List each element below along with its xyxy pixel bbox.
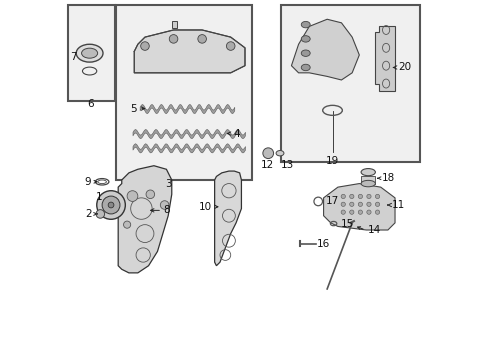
Circle shape	[358, 194, 363, 199]
Circle shape	[123, 221, 131, 228]
Text: 19: 19	[326, 156, 339, 166]
Circle shape	[97, 191, 125, 219]
Text: 12: 12	[261, 160, 274, 170]
FancyBboxPatch shape	[68, 5, 115, 102]
Text: 15: 15	[341, 219, 354, 229]
Circle shape	[350, 194, 354, 199]
Text: 5: 5	[130, 104, 137, 113]
Polygon shape	[323, 184, 395, 230]
Polygon shape	[215, 171, 242, 266]
Text: 3: 3	[165, 179, 172, 189]
Circle shape	[198, 35, 206, 43]
Circle shape	[146, 190, 155, 199]
Ellipse shape	[361, 180, 375, 187]
Circle shape	[169, 35, 178, 43]
Circle shape	[127, 191, 138, 202]
Text: 6: 6	[87, 99, 94, 109]
Text: 16: 16	[317, 239, 330, 249]
Text: 20: 20	[398, 63, 411, 72]
Circle shape	[108, 202, 114, 208]
Polygon shape	[118, 166, 172, 273]
Polygon shape	[292, 19, 359, 80]
Circle shape	[263, 148, 273, 158]
Text: 13: 13	[281, 160, 294, 170]
Text: 1: 1	[96, 192, 102, 202]
Ellipse shape	[276, 150, 284, 156]
Circle shape	[367, 202, 371, 206]
Polygon shape	[375, 26, 395, 91]
Text: 4: 4	[234, 129, 240, 139]
Circle shape	[141, 42, 149, 50]
Text: 14: 14	[368, 225, 381, 235]
Text: 2: 2	[85, 209, 92, 219]
Polygon shape	[172, 21, 177, 28]
Ellipse shape	[81, 48, 98, 58]
FancyBboxPatch shape	[117, 5, 252, 180]
Ellipse shape	[301, 50, 310, 57]
Text: 7: 7	[70, 53, 76, 63]
Circle shape	[358, 202, 363, 206]
Circle shape	[341, 202, 345, 206]
Circle shape	[102, 196, 120, 214]
Circle shape	[367, 210, 371, 214]
Circle shape	[350, 210, 354, 214]
Text: 8: 8	[164, 205, 170, 215]
Polygon shape	[134, 30, 245, 73]
Ellipse shape	[301, 64, 310, 71]
Circle shape	[350, 202, 354, 206]
Text: 11: 11	[392, 200, 405, 210]
Circle shape	[341, 194, 345, 199]
Circle shape	[341, 210, 345, 214]
Circle shape	[226, 42, 235, 50]
Ellipse shape	[301, 36, 310, 42]
Circle shape	[358, 210, 363, 214]
Circle shape	[375, 194, 380, 199]
Circle shape	[367, 194, 371, 199]
Text: 18: 18	[382, 173, 395, 183]
Circle shape	[375, 210, 380, 214]
Text: 9: 9	[84, 177, 91, 187]
FancyBboxPatch shape	[281, 5, 420, 162]
Ellipse shape	[361, 168, 375, 176]
Ellipse shape	[76, 44, 103, 62]
Circle shape	[375, 202, 380, 206]
Ellipse shape	[301, 21, 310, 28]
Text: 17: 17	[325, 197, 339, 206]
Text: 10: 10	[199, 202, 212, 212]
Circle shape	[96, 210, 104, 218]
Circle shape	[160, 201, 169, 209]
